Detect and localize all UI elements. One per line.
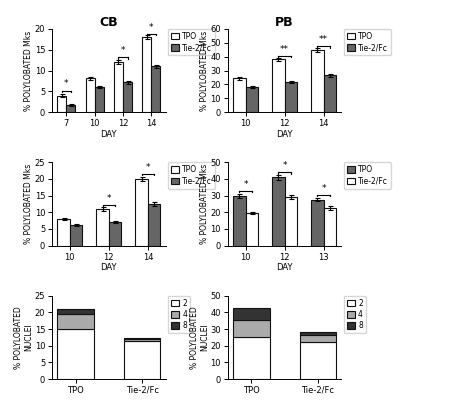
Legend: 2, 4, 8: 2, 4, 8: [344, 296, 366, 333]
X-axis label: DAY: DAY: [276, 263, 293, 272]
Bar: [233, 78, 246, 112]
Bar: [300, 332, 336, 335]
X-axis label: DAY: DAY: [100, 263, 117, 272]
Text: *: *: [64, 80, 69, 89]
Text: *: *: [107, 194, 111, 203]
Bar: [57, 329, 94, 379]
Title: PB: PB: [275, 16, 294, 29]
Legend: TPO, Tie-2/Fc: TPO, Tie-2/Fc: [168, 29, 215, 55]
Bar: [284, 197, 297, 246]
X-axis label: DAY: DAY: [276, 129, 293, 138]
Bar: [114, 62, 123, 112]
Bar: [324, 208, 336, 246]
Title: CB: CB: [100, 16, 118, 29]
Legend: TPO, Tie-2/Fc: TPO, Tie-2/Fc: [344, 162, 391, 189]
Y-axis label: % POLYLOBATED
NUCLEI: % POLYLOBATED NUCLEI: [190, 306, 209, 369]
Bar: [311, 200, 324, 246]
Y-axis label: % POLYLOBATED Mks: % POLYLOBATED Mks: [200, 30, 209, 111]
Bar: [233, 196, 246, 246]
Legend: TPO, Tie-2/Fc: TPO, Tie-2/Fc: [344, 29, 391, 55]
Bar: [246, 213, 258, 246]
Y-axis label: % POLYLOBATED
NUCLEI: % POLYLOBATED NUCLEI: [14, 306, 33, 369]
Bar: [142, 37, 151, 112]
Bar: [124, 341, 160, 379]
Bar: [311, 50, 324, 112]
Bar: [300, 342, 336, 379]
Text: *: *: [321, 184, 326, 193]
X-axis label: DAY: DAY: [100, 129, 117, 138]
Bar: [148, 204, 160, 246]
Text: *: *: [146, 163, 150, 172]
Bar: [151, 66, 160, 112]
Bar: [246, 87, 258, 112]
Bar: [233, 308, 270, 320]
Bar: [57, 309, 94, 314]
Y-axis label: % POLYLOBATED Mks: % POLYLOBATED Mks: [200, 164, 209, 244]
Text: *: *: [243, 180, 248, 189]
Bar: [136, 179, 148, 246]
Bar: [324, 75, 336, 112]
Bar: [57, 219, 70, 246]
Legend: TPO, Tie-2/Fc: TPO, Tie-2/Fc: [168, 162, 215, 189]
Legend: 2, 4, 8: 2, 4, 8: [168, 296, 190, 333]
Bar: [95, 87, 104, 112]
Bar: [272, 177, 284, 246]
Y-axis label: % POLYLOBATED Mks: % POLYLOBATED Mks: [24, 164, 33, 244]
Text: *: *: [283, 161, 287, 170]
Text: *: *: [149, 23, 154, 32]
Bar: [272, 59, 284, 112]
Bar: [233, 320, 270, 337]
Bar: [123, 82, 132, 112]
Bar: [57, 314, 94, 329]
Bar: [300, 335, 336, 342]
Y-axis label: % POLYLOBATED Mks: % POLYLOBATED Mks: [24, 30, 33, 111]
Bar: [66, 105, 75, 112]
Text: **: **: [319, 35, 328, 44]
Bar: [233, 337, 270, 379]
Bar: [70, 225, 82, 246]
Bar: [109, 222, 121, 246]
Bar: [86, 78, 95, 112]
Text: **: **: [280, 45, 289, 54]
Bar: [284, 82, 297, 112]
Bar: [57, 96, 66, 112]
Bar: [96, 209, 109, 246]
Text: *: *: [121, 46, 125, 55]
Bar: [124, 339, 160, 341]
Bar: [124, 338, 160, 339]
